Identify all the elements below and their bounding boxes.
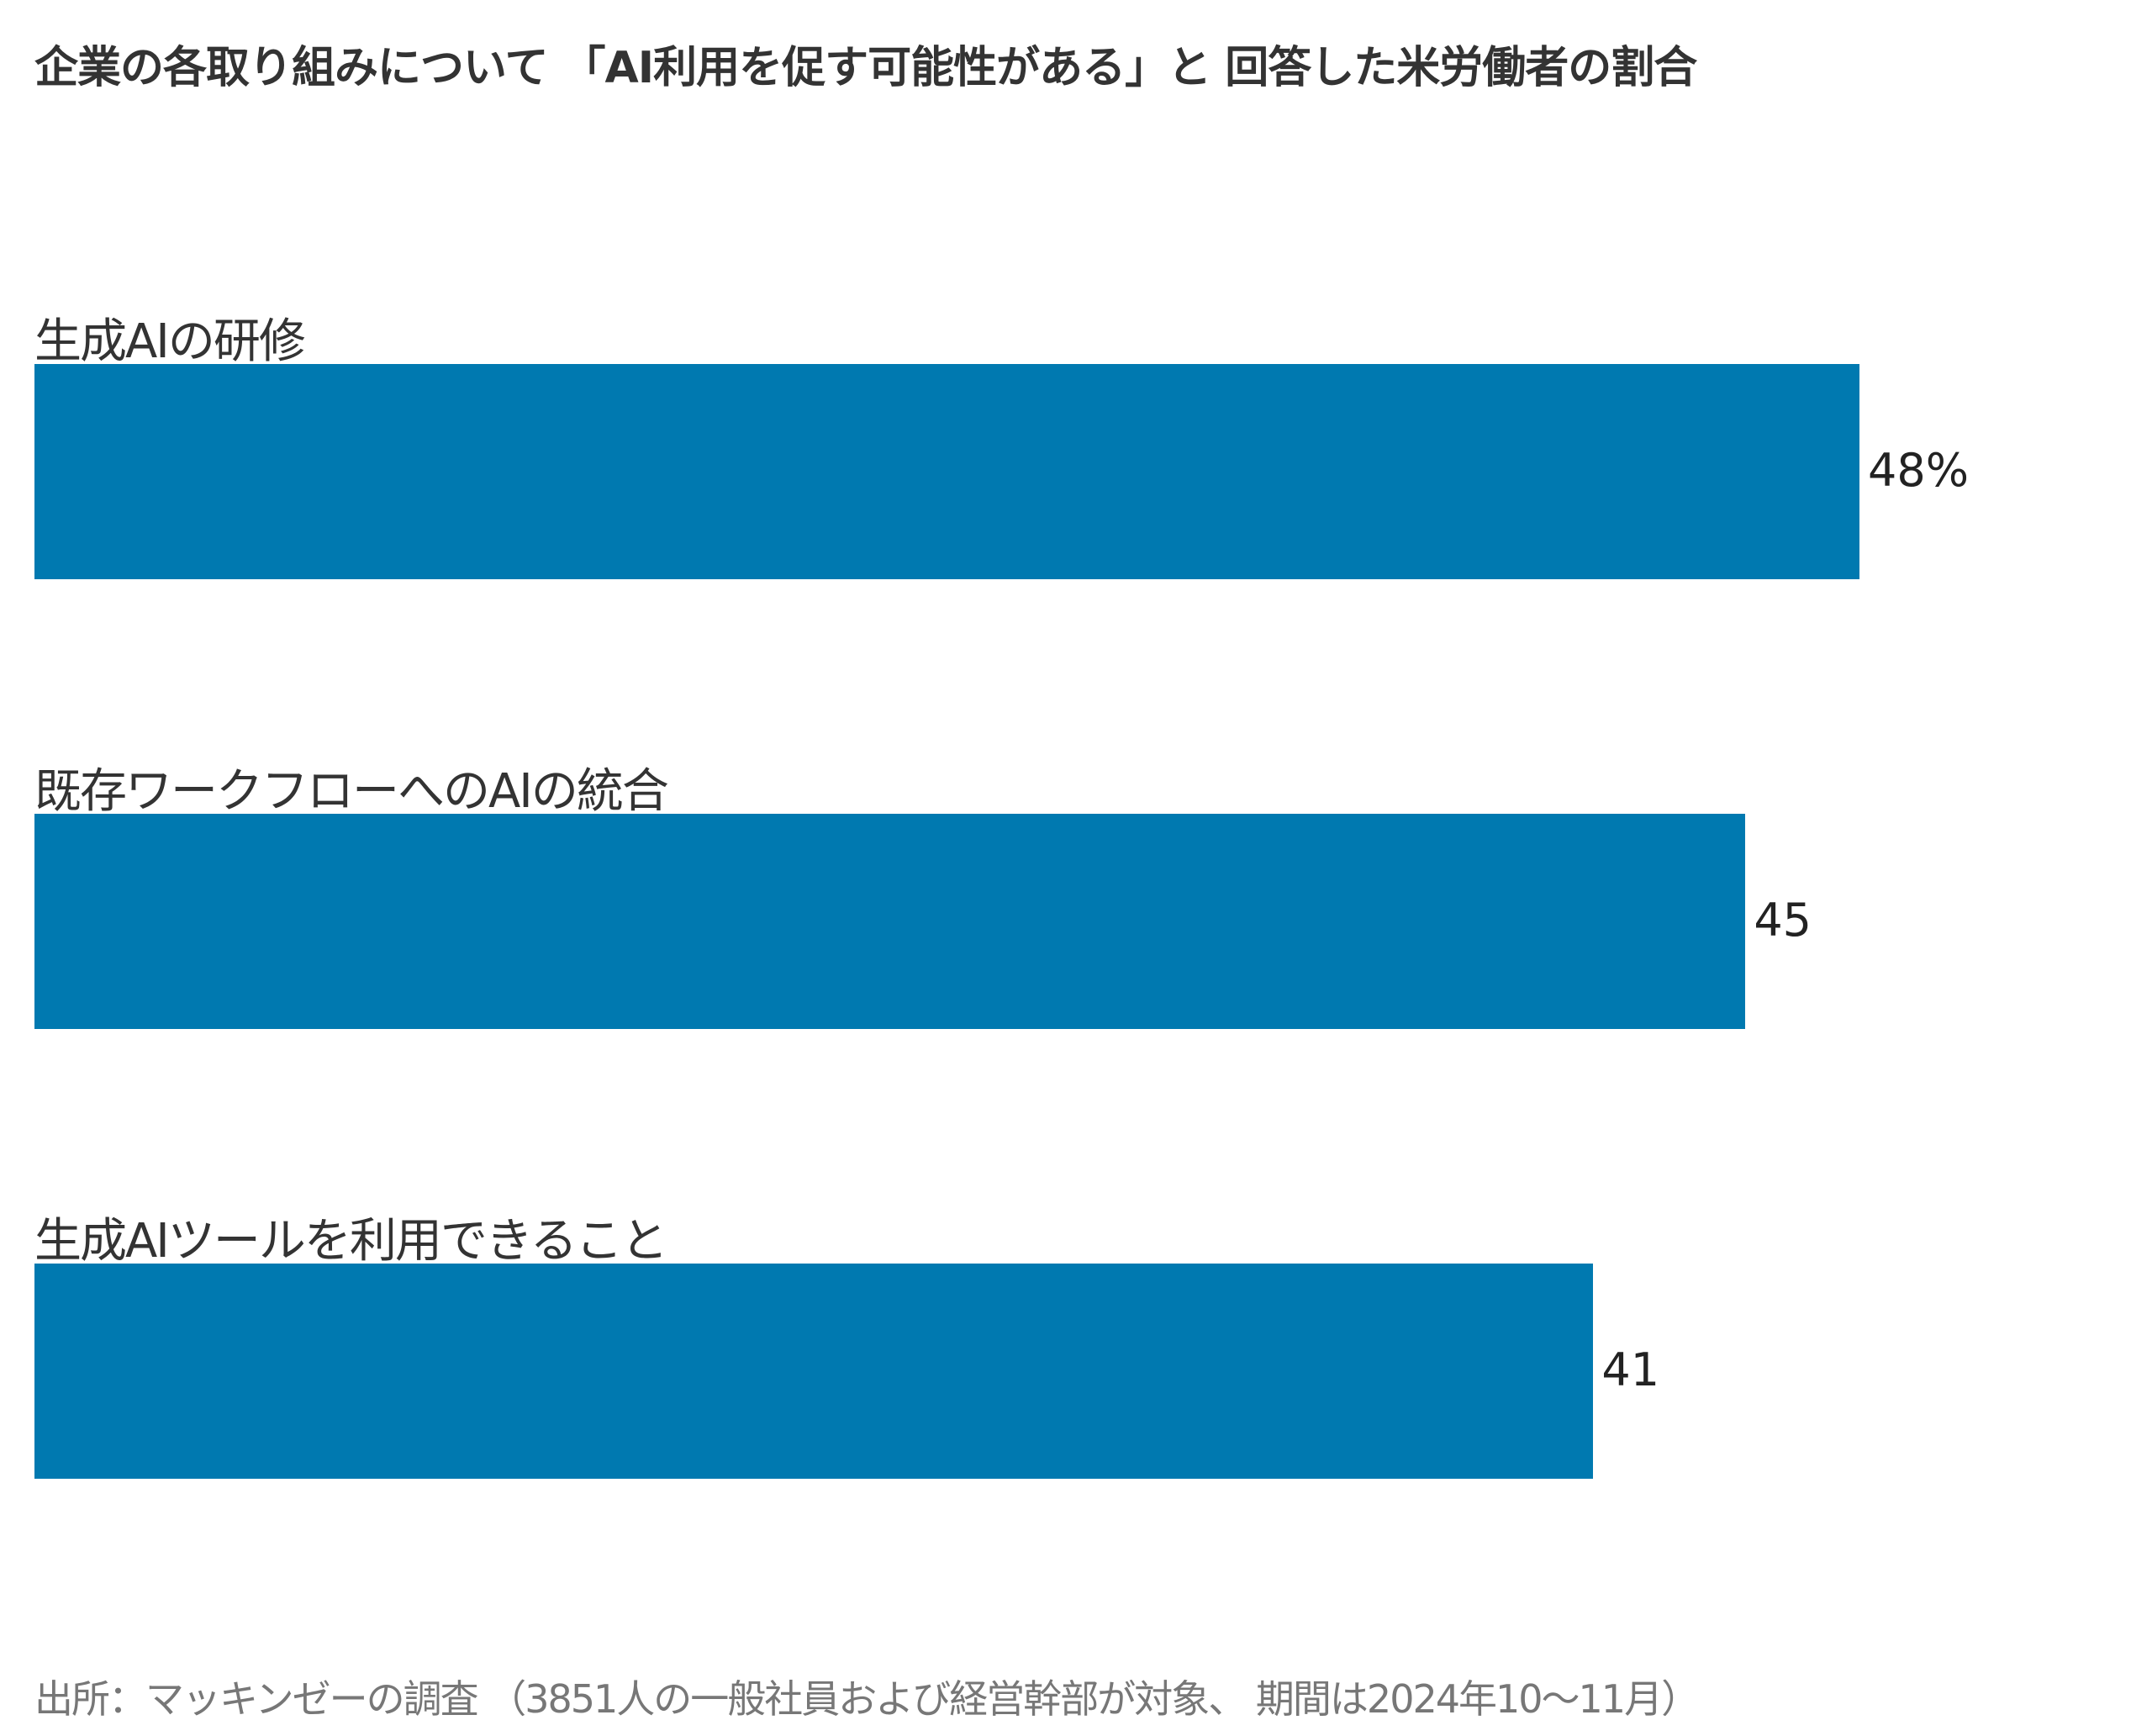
category-label: 生成AIの研修 xyxy=(34,314,306,369)
category-label: 生成AIツールを利用できること xyxy=(34,1214,668,1269)
value-label: 45 xyxy=(1754,894,1812,947)
source-note: 出所：マッキンゼーの調査 （3851人の一般社員および経営幹部が対象、 期間は2… xyxy=(34,1676,1700,1722)
bar xyxy=(34,1264,1594,1479)
bar xyxy=(34,364,1859,579)
bar xyxy=(34,814,1746,1029)
chart-title: 企業の各取り組みについて 「AI利用を促す可能性がある」と 回答した米労働者の割… xyxy=(34,43,1697,93)
value-label: 48% xyxy=(1868,444,1970,497)
value-label: 41 xyxy=(1601,1343,1660,1396)
category-label: 既存ワークフローへのAIの統合 xyxy=(34,764,669,819)
